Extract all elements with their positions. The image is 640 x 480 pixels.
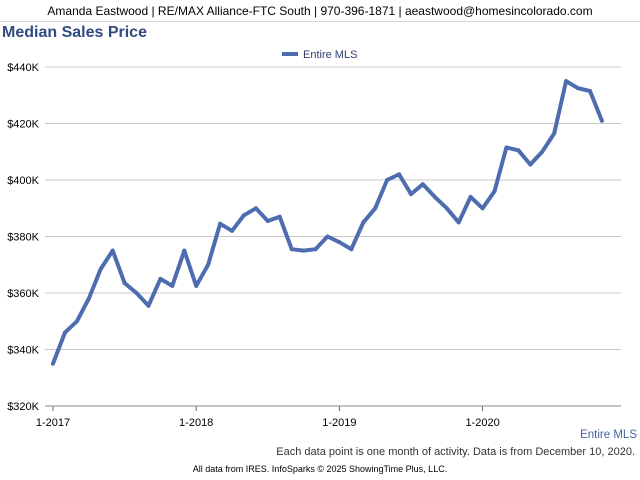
data-point[interactable] [504, 145, 509, 150]
data-point[interactable] [230, 228, 234, 233]
data-point[interactable] [528, 162, 533, 167]
data-point[interactable] [552, 131, 557, 136]
data-point[interactable] [194, 283, 199, 288]
y-tick-label: $360K [7, 288, 39, 300]
gridlines [45, 66, 621, 407]
legend-label: Entire MLS [303, 49, 357, 61]
data-point[interactable] [409, 192, 413, 197]
x-tick-label: 1-2017 [36, 417, 70, 429]
data-point[interactable] [218, 221, 223, 226]
x-axis: 1-2017 1-2018 1-2019 1-2020 [36, 406, 500, 429]
data-point[interactable] [241, 213, 246, 218]
data-point[interactable] [110, 248, 115, 253]
data-point[interactable] [432, 194, 437, 199]
data-point[interactable] [397, 172, 402, 177]
contact-header: Amanda Eastwood | RE/MAX Alliance-FTC So… [0, 0, 640, 22]
x-tick-label: 1-2020 [465, 417, 499, 429]
y-tick-label: $340K [7, 345, 39, 357]
data-point[interactable] [385, 178, 390, 182]
data-point[interactable] [361, 220, 366, 225]
chart-area: Entire MLS $320K $340K $360K $380K $400K $420… [7, 49, 637, 458]
data-point[interactable] [325, 234, 330, 239]
data-point[interactable] [265, 219, 270, 223]
data-point[interactable] [289, 247, 294, 252]
y-tick-label: $380K [7, 232, 39, 244]
data-point[interactable] [51, 361, 55, 366]
data-point[interactable] [158, 276, 163, 281]
data-point[interactable] [170, 283, 175, 288]
source-footer: All data from IRES. InfoSparks © 2025 Sh… [192, 464, 448, 474]
data-point[interactable] [456, 220, 461, 225]
data-point[interactable] [480, 206, 485, 211]
data-point[interactable] [206, 262, 211, 267]
x-tick-label: 1-2019 [322, 417, 356, 429]
data-point[interactable] [373, 206, 378, 211]
data-point[interactable] [468, 194, 473, 199]
data-point[interactable] [182, 248, 187, 253]
series-entire-mls [51, 79, 604, 366]
data-point[interactable] [540, 149, 545, 154]
data-point[interactable] [134, 291, 139, 295]
data-point[interactable] [313, 247, 318, 252]
chart-title: Median Sales Price [2, 24, 147, 41]
data-point[interactable] [86, 296, 91, 301]
y-axis: $320K $340K $360K $380K $400K $420K $440K [7, 62, 39, 413]
data-point[interactable] [98, 267, 103, 271]
data-point[interactable] [564, 79, 569, 84]
data-point[interactable] [588, 89, 592, 93]
data-point[interactable] [349, 247, 354, 252]
data-point[interactable] [492, 189, 497, 194]
y-tick-label: $420K [7, 119, 39, 131]
data-point[interactable] [301, 248, 306, 253]
data-point[interactable] [599, 118, 604, 123]
data-point[interactable] [420, 182, 425, 187]
data-point[interactable] [253, 206, 258, 211]
data-point[interactable] [337, 240, 342, 245]
data-point[interactable] [146, 303, 151, 308]
data-point[interactable] [62, 330, 67, 335]
data-point[interactable] [74, 319, 79, 324]
series-name-label: Entire MLS [580, 429, 637, 441]
data-point[interactable] [444, 206, 449, 211]
data-note: Each data point is one month of activity… [276, 446, 635, 458]
data-point[interactable] [576, 86, 580, 91]
y-tick-label: $440K [7, 62, 39, 74]
x-tick-label: 1-2018 [179, 417, 213, 429]
legend[interactable]: Entire MLS [282, 49, 357, 61]
data-point[interactable] [277, 214, 282, 219]
data-point[interactable] [122, 281, 127, 286]
y-tick-label: $400K [7, 175, 39, 187]
y-tick-label: $320K [7, 401, 39, 413]
data-point[interactable] [516, 148, 521, 153]
